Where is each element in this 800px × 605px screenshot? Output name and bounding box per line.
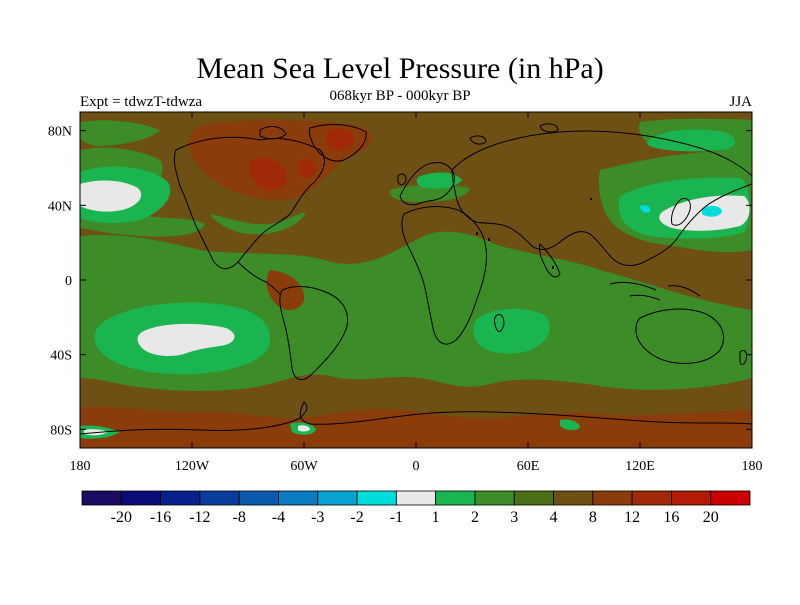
colorbar-label: 20	[703, 509, 719, 526]
lat-tick-label: 40S	[50, 349, 72, 364]
pressure-field	[80, 112, 752, 448]
lat-tick-label: 80S	[50, 423, 72, 438]
colorbar-label: 3	[510, 509, 518, 526]
lake-marks	[476, 198, 592, 269]
colorbar-swatch	[553, 490, 594, 506]
lon-tick-label: 120E	[625, 459, 655, 474]
colorbar-swatch	[592, 490, 633, 506]
colorbar-swatch	[317, 490, 358, 506]
colorbar-label: 12	[624, 509, 640, 526]
lon-tick-label: 60W	[290, 459, 318, 474]
colorbar-label: -1	[390, 509, 403, 526]
contour-level-16	[249, 128, 355, 191]
colorbar-label: -20	[111, 509, 132, 526]
colorbar-label: 1	[432, 509, 440, 526]
colorbar-label: 2	[471, 509, 479, 526]
colorbar-swatch	[435, 490, 476, 506]
colorbar-label: -16	[150, 509, 171, 526]
lat-tick-label: 40N	[48, 199, 72, 214]
colorbar-swatch	[81, 490, 122, 506]
colorbar-swatch	[199, 490, 240, 506]
lat-tick-label: 0	[65, 274, 72, 289]
colorbar-label: 8	[589, 509, 597, 526]
colorbar-swatch	[474, 490, 515, 506]
lon-tick-label: 0	[413, 459, 420, 474]
lat-tick-label: 80N	[48, 125, 72, 140]
colorbar-label: 16	[663, 509, 679, 526]
longitude-axis: 180 120W 60W 0 60E 120E 180	[70, 112, 763, 474]
season-label: JJA	[729, 94, 752, 110]
contour-level-1	[80, 180, 750, 436]
colorbar-swatch	[160, 490, 201, 506]
colorbar-label: -4	[272, 509, 285, 526]
colorbar-swatch	[238, 490, 279, 506]
lon-tick-label: 120W	[175, 459, 210, 474]
colorbar-swatch	[671, 490, 712, 506]
experiment-label: Expt = tdwzT-tdwza	[80, 94, 203, 110]
colorbar-swatch	[513, 490, 554, 506]
map-subtitle: 068kyr BP - 000kyr BP	[329, 88, 471, 104]
colorbar-label: -8	[233, 509, 246, 526]
latitude-axis: 80N 40N 0 40S 80S	[48, 125, 752, 438]
colorbar-swatch	[710, 490, 751, 506]
colorbar: -20 -16 -12 -8 -4 -3 -2 -1 1 2 3 4 8 12 16 20	[81, 490, 751, 526]
colorbar-swatch	[356, 490, 397, 506]
colorbar-swatch	[278, 490, 319, 506]
colorbar-label: -12	[189, 509, 210, 526]
contour-level-neg1	[640, 205, 722, 217]
colorbar-swatch	[631, 490, 672, 506]
colorbar-swatch	[120, 490, 161, 506]
colorbar-label: -3	[311, 509, 324, 526]
coastlines	[80, 123, 752, 435]
colorbar-label: 4	[550, 509, 558, 526]
colorbar-swatch	[395, 490, 437, 506]
lon-tick-label: 180	[70, 459, 91, 474]
lon-tick-label: 60E	[517, 459, 540, 474]
map-title: Mean Sea Level Pressure (in hPa)	[196, 52, 604, 85]
colorbar-label: -2	[350, 509, 363, 526]
lon-tick-label: 180	[742, 459, 763, 474]
